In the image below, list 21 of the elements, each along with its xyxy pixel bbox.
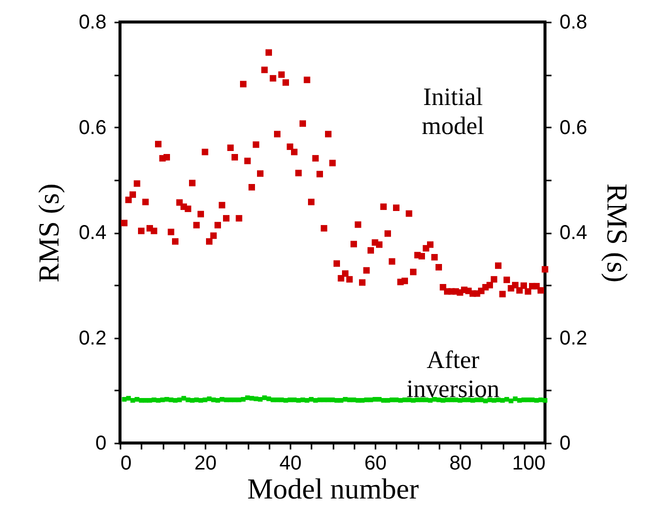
x-tick-label: 40 [279,452,302,474]
x-tick-label: 100 [512,452,546,474]
x-axis-title: Model number [247,474,420,506]
y2-tick-label: 0.4 [560,222,588,244]
y-tick-label: 0.8 [78,12,106,34]
x-tick-label: 60 [364,452,387,474]
text: Initial model [422,84,484,140]
y-axis-title: RMS (s) [34,183,66,283]
x-tick-label: 0 [120,452,132,474]
y2-tick-label: 0 [560,432,571,454]
y2-tick-label: 0.6 [560,116,588,139]
y-tick-label: 0.4 [78,222,106,244]
x-tick-label: 80 [449,452,472,474]
y-tick-label: 0 [95,432,106,454]
series-label: After inversion [406,347,500,403]
x-tick-label: 20 [194,452,217,474]
y-tick-label: 0.2 [78,327,106,350]
y-tick-label: 0.6 [78,116,106,139]
y2-axis-title: RMS (s) [600,183,632,283]
y2-tick-label: 0.2 [560,327,588,350]
y2-tick-label: 0.8 [560,12,588,34]
